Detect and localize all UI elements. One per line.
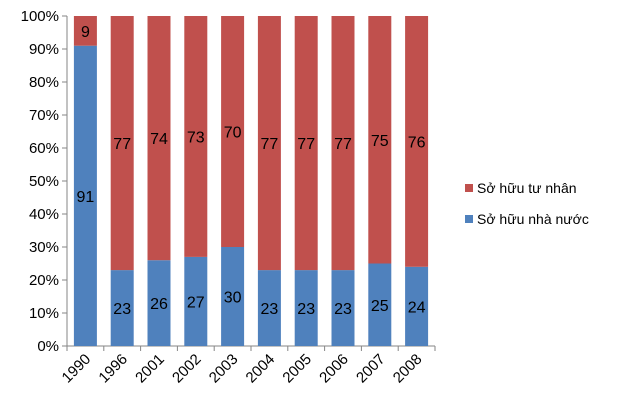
data-label: 23 bbox=[334, 301, 352, 318]
data-label: 23 bbox=[297, 301, 315, 318]
legend-swatch bbox=[465, 184, 473, 192]
data-label: 75 bbox=[371, 133, 389, 150]
data-label: 76 bbox=[408, 134, 426, 151]
data-label: 77 bbox=[261, 136, 279, 153]
bar-state-2005 bbox=[294, 270, 318, 346]
data-label: 77 bbox=[334, 136, 352, 153]
data-label: 25 bbox=[371, 298, 389, 315]
bar-private-2002 bbox=[184, 16, 208, 257]
y-tick-label: 0% bbox=[37, 338, 59, 355]
bar-state-2007 bbox=[368, 263, 392, 346]
y-tick-label: 20% bbox=[29, 272, 59, 289]
y-tick-label: 40% bbox=[29, 206, 59, 223]
x-axis-ticks: 1990 1996 2001 2002 2003 2004 2005 2006 2007 2008 bbox=[59, 346, 436, 387]
data-label: 73 bbox=[187, 129, 205, 146]
legend-swatch bbox=[465, 215, 473, 223]
bar-state-1990 bbox=[73, 45, 97, 346]
bar-state-2008 bbox=[405, 266, 429, 346]
bar-state-2003 bbox=[221, 247, 245, 346]
data-label: 77 bbox=[113, 136, 131, 153]
bar-private-2007 bbox=[368, 16, 392, 264]
data-label: 9 bbox=[81, 24, 90, 41]
y-tick-label: 80% bbox=[29, 74, 59, 91]
x-tick-label: 2006 bbox=[316, 351, 352, 387]
bar-private-2005 bbox=[294, 16, 318, 271]
x-tick-label: 1996 bbox=[95, 351, 131, 387]
bar-private-1996 bbox=[110, 16, 134, 271]
y-tick-label: 70% bbox=[29, 107, 59, 124]
data-label: 70 bbox=[224, 125, 242, 142]
y-tick-label: 10% bbox=[29, 305, 59, 322]
data-label: 26 bbox=[150, 296, 168, 313]
bar-private-2001 bbox=[147, 16, 171, 261]
x-tick-label: 1990 bbox=[59, 351, 95, 387]
legend: Sở hữu tư nhân Sở hữu nhà nước bbox=[465, 180, 589, 227]
data-labels: 91 9 23 77 26 74 27 73 30 70 23 77 23 77 23 77 25 75 24 76 bbox=[77, 24, 426, 318]
bar-state-2001 bbox=[147, 260, 171, 346]
bar-state-2004 bbox=[257, 270, 281, 346]
bar-state-2002 bbox=[184, 256, 208, 346]
legend-label: Sở hữu tư nhân bbox=[477, 180, 577, 196]
bar-private-2008 bbox=[405, 16, 429, 267]
x-tick-label: 2001 bbox=[132, 351, 168, 387]
x-tick-label: 2003 bbox=[206, 351, 242, 387]
y-tick-label: 50% bbox=[29, 173, 59, 190]
x-tick-label: 2005 bbox=[279, 351, 315, 387]
y-tick-label: 60% bbox=[29, 140, 59, 157]
bars bbox=[73, 16, 429, 346]
data-label: 23 bbox=[261, 301, 279, 318]
bar-private-2003 bbox=[221, 16, 245, 247]
data-label: 30 bbox=[224, 290, 242, 307]
x-tick-label: 2004 bbox=[243, 351, 279, 387]
data-label: 77 bbox=[297, 136, 315, 153]
bar-state-2006 bbox=[331, 270, 355, 346]
x-tick-label: 2007 bbox=[353, 351, 389, 387]
data-label: 91 bbox=[77, 189, 95, 206]
bar-private-2006 bbox=[331, 16, 355, 271]
bar-state-1996 bbox=[110, 270, 134, 346]
data-label: 23 bbox=[113, 301, 131, 318]
y-tick-label: 100% bbox=[21, 8, 59, 25]
y-axis-ticks: 0% 10% 20% 30% 40% 50% 60% 70% 80% 90% 100% bbox=[21, 8, 67, 355]
y-tick-label: 30% bbox=[29, 239, 59, 256]
y-tick-label: 90% bbox=[29, 41, 59, 58]
data-label: 74 bbox=[150, 131, 168, 148]
x-tick-label: 2002 bbox=[169, 351, 205, 387]
data-label: 27 bbox=[187, 294, 205, 311]
data-label: 24 bbox=[408, 299, 426, 316]
legend-label: Sở hữu nhà nước bbox=[477, 211, 589, 227]
bar-private-2004 bbox=[257, 16, 281, 271]
bar-private-1990 bbox=[73, 16, 97, 46]
x-tick-label: 2008 bbox=[390, 351, 426, 387]
